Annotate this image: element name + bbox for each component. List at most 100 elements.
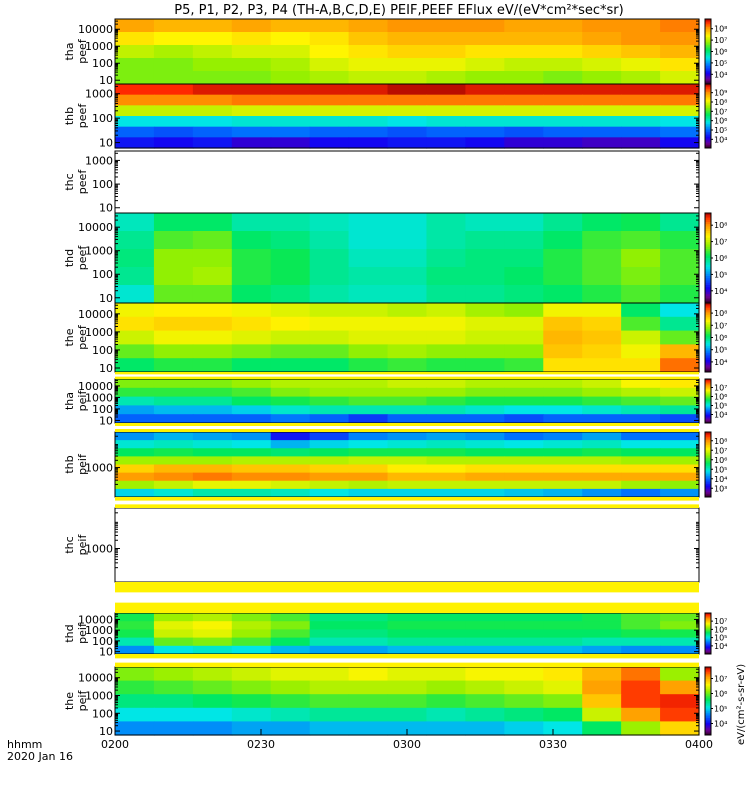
spectrogram-cell (660, 464, 700, 474)
spectrogram-cell (309, 84, 350, 96)
panel-product-label: peif (76, 390, 89, 412)
spectrogram-cell (660, 71, 700, 85)
spectrogram-cell (192, 116, 233, 128)
spectrogram-cell (504, 721, 544, 736)
spectrogram-cell (504, 396, 544, 406)
spectrogram-cell (582, 116, 622, 128)
colorbar-tick-label: 10⁴ (714, 642, 727, 651)
colorbar-swatch (705, 282, 711, 286)
colorbar-swatch (705, 731, 711, 734)
spectrogram-cell (153, 629, 194, 639)
spectrogram-cell (309, 303, 350, 318)
colorbar-swatch (705, 77, 711, 80)
spectrogram-cell (348, 379, 389, 389)
colorbar-frame (704, 612, 712, 655)
spectrogram-cell (309, 58, 350, 72)
spectrogram-cell (465, 231, 505, 250)
colorbar-swatch (705, 30, 711, 33)
spectrogram-cell (387, 448, 428, 457)
colorbar-swatch (705, 726, 711, 729)
spectrogram-cell (426, 432, 466, 441)
spectrogram-cell (660, 94, 700, 106)
spectrogram-cell (348, 116, 389, 128)
spectrogram-cell (231, 432, 272, 441)
colorbar-swatch (705, 477, 711, 480)
colorbar-swatch (705, 448, 711, 451)
spectrogram-cell (426, 414, 466, 424)
spectrogram-cell (543, 344, 583, 359)
colorbar-swatch (705, 75, 711, 79)
spectrogram-cell (504, 32, 544, 46)
spectrogram-cell (115, 379, 155, 389)
spectrogram-cell (231, 316, 272, 332)
spectrogram-cell (621, 613, 661, 622)
spectrogram-cell (543, 94, 583, 106)
colorbar-swatch (705, 401, 711, 403)
spectrogram-cell (115, 432, 155, 441)
spectrogram-cell (192, 231, 233, 250)
spectrogram-cell (115, 694, 155, 709)
colorbar-swatch (705, 109, 711, 112)
spectrogram-cell (582, 84, 622, 96)
spectrogram-cell (426, 116, 466, 128)
spectrogram-cell (309, 621, 350, 630)
spectrogram-cell (504, 137, 544, 149)
colorbar-swatch (705, 382, 711, 384)
colorbar-swatch (705, 721, 711, 724)
spectrogram-cell (192, 432, 233, 441)
spectrogram-cell (270, 94, 311, 106)
spectrogram-cell (231, 58, 272, 72)
spectrogram-cell (153, 71, 194, 85)
spectrogram-cell (621, 94, 661, 106)
spectrogram-cell (115, 414, 155, 424)
spectrogram-cell (543, 137, 583, 149)
spectrogram-cell (231, 213, 272, 232)
spectrogram-cell (115, 19, 155, 33)
colorbar-swatch (705, 296, 711, 299)
spectrogram-cell (270, 116, 311, 128)
colorbar-swatch (705, 51, 711, 54)
y-tick-label: 10 (99, 137, 113, 150)
colorbar-tick-label: 10⁶ (714, 625, 727, 634)
colorbar-swatch (705, 58, 711, 61)
spectrogram-cell (231, 645, 272, 655)
colorbar-swatch (705, 332, 711, 335)
spectrogram-cell (309, 414, 350, 424)
panel-product-label: peef (76, 103, 89, 129)
colorbar-swatch (705, 415, 711, 417)
spectrogram-cell (543, 126, 583, 138)
colorbar-swatch (705, 466, 711, 469)
colorbar-swatch (705, 308, 711, 311)
spectrogram-cell (348, 285, 389, 304)
colorbar-swatch (705, 43, 711, 46)
spectrogram-cell (426, 71, 466, 85)
spectrogram-cell (465, 621, 505, 630)
spectrogram-cell (582, 32, 622, 46)
spectrogram-cell (270, 358, 311, 373)
spectrogram-cell (115, 387, 155, 398)
spectrogram-cell (660, 32, 700, 46)
spectrogram-cell (192, 456, 233, 466)
colorbar-swatch (705, 626, 711, 628)
colorbar-swatch (705, 92, 711, 95)
colorbar-swatch (705, 264, 711, 268)
spectrogram-cell (660, 694, 700, 709)
spectrogram-cell (660, 480, 700, 490)
spectrogram-cell (270, 629, 311, 639)
spectrogram-cell (543, 680, 583, 695)
colorbar-swatch (705, 640, 711, 643)
spectrogram-cell (348, 680, 389, 695)
spectrogram-cell (660, 721, 700, 736)
colorbar-swatch (705, 347, 711, 351)
spectrogram-cell (621, 667, 661, 682)
spectrogram-cell (153, 285, 194, 304)
spectrogram-cell (621, 440, 661, 449)
colorbar-swatch (705, 40, 711, 43)
spectrogram-cell (465, 94, 505, 106)
spectrogram-cell (309, 464, 350, 474)
spectrogram-cell (270, 387, 311, 398)
spectrogram-cell (115, 448, 155, 457)
spectrogram-cell (115, 32, 155, 46)
spectrogram-cell (465, 71, 505, 85)
colorbar-swatch (705, 467, 711, 470)
